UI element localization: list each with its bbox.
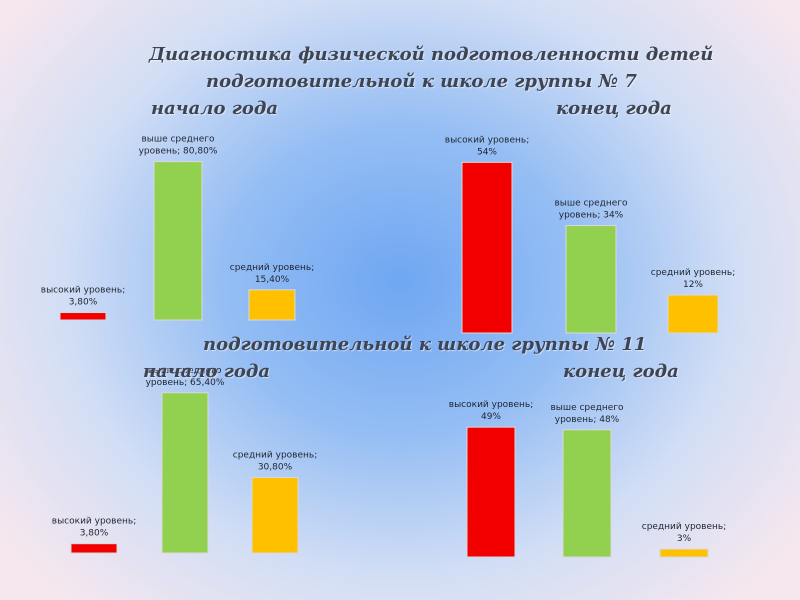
group11-end-data-label-average: 3% <box>677 534 692 544</box>
group7-start-bar-high <box>59 312 107 321</box>
group11-end-data-label-above-average: выше среднего <box>550 403 624 413</box>
group11-start-bar-above-average <box>161 392 209 554</box>
group11-title: подготовительной к школе группы № 11 <box>203 334 647 355</box>
group11-end-data-label-above-average: уровень; 48% <box>555 415 620 425</box>
group7-end-bar-high <box>461 161 513 334</box>
group11-end-data-label-average: средний уровень; <box>642 522 726 532</box>
group7-end-bar-average <box>667 294 719 334</box>
group7-end-data-label-average: 12% <box>683 280 703 290</box>
title-line-2: подготовительной к школе группы № 7 <box>206 71 637 92</box>
group7-start-data-label-above-average: выше среднего <box>141 135 215 145</box>
group11-end-bar-above-average <box>562 429 612 558</box>
group11-start-bar-average <box>251 477 299 554</box>
group11-end-data-label-high: высокий уровень; <box>449 400 533 410</box>
group7-end-data-label-high: 54% <box>477 147 497 157</box>
group7-start-data-label-average: 15,40% <box>255 275 290 285</box>
group11-start-bar-high <box>70 543 118 554</box>
group7-end-data-label-above-average: выше среднего <box>554 199 628 209</box>
group7-start-data-label-high: 3,80% <box>69 298 98 308</box>
group7-end-label: конец года <box>556 98 672 119</box>
group7-start-data-label-average: средний уровень; <box>230 263 314 273</box>
group11-end-chart: высокий уровень; 49% выше среднего уровень;… <box>449 400 726 558</box>
group11-end-bar-high <box>466 426 516 558</box>
group7-end-data-label-above-average: уровень; 34% <box>559 211 624 221</box>
group11-start-chart: высокий уровень; 3,80% выше среднего уровен… <box>52 366 317 554</box>
group7-end-data-label-high: высокий уровень; <box>445 135 529 145</box>
group7-start-chart: высокий уровень; 3,80% выше среднего уровен… <box>41 135 314 321</box>
group7-end-data-label-average: средний уровень; <box>651 268 735 278</box>
group11-end-bar-average <box>659 548 709 558</box>
group7-start-data-label-above-average: уровень; 80,80% <box>139 147 218 157</box>
group11-start-data-label-high: высокий уровень; <box>52 517 136 527</box>
group11-end-label: конец года <box>563 361 679 382</box>
group7-start-bar-average <box>248 289 296 321</box>
group11-end-data-label-high: 49% <box>481 412 501 422</box>
group7-start-data-label-high: высокий уровень; <box>41 286 125 296</box>
group11-start-label: начало года <box>143 361 271 382</box>
group7-start-bar-above-average <box>153 161 203 321</box>
group11-start-data-label-high: 3,80% <box>80 529 109 539</box>
group11-start-data-label-above-average: выше среднего <box>148 366 222 376</box>
group11-start-data-label-average: средний уровень; <box>233 451 317 461</box>
group11-start-data-label-average: 30,80% <box>258 463 293 473</box>
title-line-1: Диагностика физической подготовленности … <box>149 44 714 65</box>
group7-end-chart: высокий уровень; 54% выше среднего уровень;… <box>445 135 735 334</box>
group7-end-bar-above-average <box>565 225 617 334</box>
group7-start-label: начало года <box>151 98 279 119</box>
group11-start-data-label-above-average: уровень; 65,40% <box>146 378 225 388</box>
